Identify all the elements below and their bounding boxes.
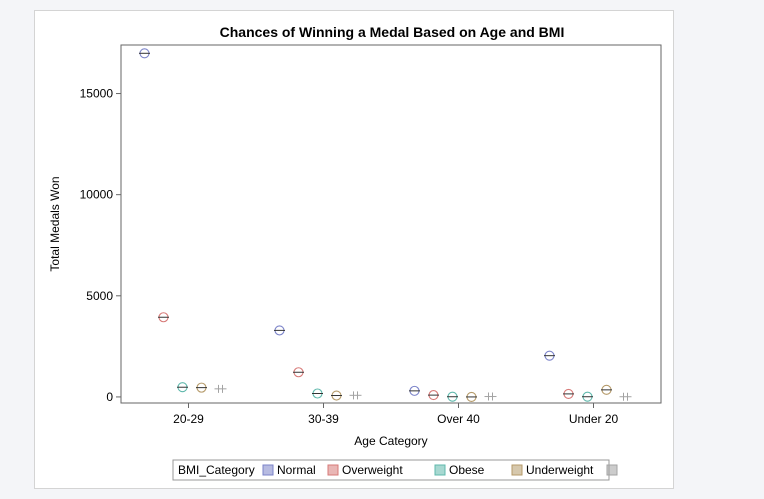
data-point-underweight bbox=[331, 390, 342, 401]
x-tick-label: 20-29 bbox=[173, 412, 204, 426]
legend-label: Normal bbox=[277, 463, 316, 477]
data-point-unlabeled bbox=[484, 392, 497, 401]
y-axis-label: Total Medals Won bbox=[48, 176, 62, 271]
y-tick-label: 15000 bbox=[80, 87, 114, 101]
y-tick-label: 10000 bbox=[80, 188, 114, 202]
x-tick-label: 30-39 bbox=[308, 412, 339, 426]
data-point-normal bbox=[409, 385, 420, 396]
data-point-unlabeled bbox=[349, 391, 362, 400]
legend-swatch bbox=[327, 464, 339, 476]
legend: BMI_Category Normal Overweight Obese Underw… bbox=[172, 459, 618, 481]
legend-swatch bbox=[262, 464, 274, 476]
data-point-overweight bbox=[428, 390, 439, 401]
legend-swatch bbox=[434, 464, 446, 476]
chart-figure: Chances of Winning a Medal Based on Age … bbox=[34, 10, 674, 489]
legend-swatch bbox=[511, 464, 523, 476]
y-tick-label: 5000 bbox=[86, 289, 113, 303]
data-point-obese bbox=[177, 382, 188, 393]
legend-title: BMI_Category bbox=[178, 463, 255, 477]
legend-label: Underweight bbox=[526, 463, 594, 477]
x-axis-label: Age Category bbox=[354, 434, 427, 448]
data-point-underweight bbox=[196, 382, 207, 393]
y-tick-label: 0 bbox=[106, 390, 113, 404]
legend-swatch bbox=[606, 464, 618, 476]
data-point-underweight bbox=[601, 384, 612, 395]
data-point-underweight bbox=[466, 391, 477, 402]
data-point-normal bbox=[544, 350, 555, 361]
data-point-unlabeled bbox=[619, 392, 632, 401]
data-point-obese bbox=[312, 388, 323, 399]
data-point-overweight bbox=[158, 312, 169, 323]
legend-label: Obese bbox=[449, 463, 485, 477]
chart-svg: Chances of Winning a Medal Based on Age … bbox=[48, 24, 662, 481]
data-point-overweight bbox=[563, 388, 574, 399]
data-point-unlabeled bbox=[214, 384, 227, 393]
data-point-normal bbox=[139, 48, 150, 59]
data-markers bbox=[139, 48, 632, 402]
plot-area-frame bbox=[120, 44, 662, 404]
data-point-obese bbox=[447, 391, 458, 402]
x-axis: 20-29 30-39 Over 40 Under 20 bbox=[173, 403, 619, 426]
x-tick-label: Under 20 bbox=[569, 412, 619, 426]
x-tick-label: Over 40 bbox=[437, 412, 480, 426]
data-point-overweight bbox=[293, 367, 304, 378]
legend-label: Overweight bbox=[342, 463, 403, 477]
data-point-obese bbox=[582, 391, 593, 402]
chart-title: Chances of Winning a Medal Based on Age … bbox=[220, 24, 565, 40]
data-point-normal bbox=[274, 325, 285, 336]
y-axis: 0 5000 10000 15000 bbox=[80, 87, 121, 404]
